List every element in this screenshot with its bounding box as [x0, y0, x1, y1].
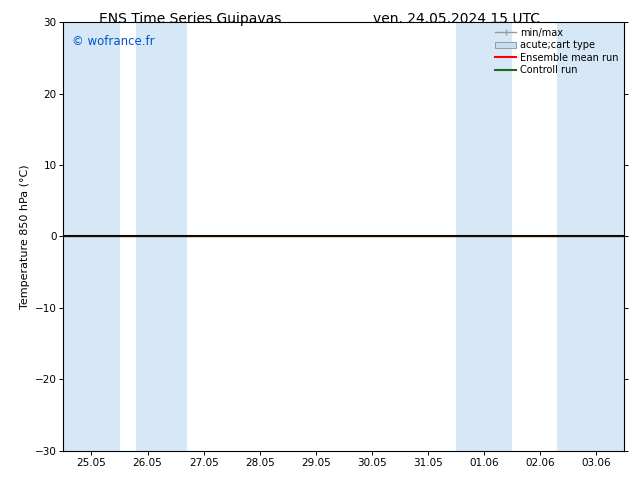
Bar — [136, 22, 187, 451]
Bar — [63, 22, 120, 451]
Bar — [456, 22, 512, 451]
Bar — [557, 22, 624, 451]
Legend: min/max, acute;cart type, Ensemble mean run, Controll run: min/max, acute;cart type, Ensemble mean … — [492, 25, 621, 78]
Text: © wofrance.fr: © wofrance.fr — [72, 35, 155, 48]
Text: ENS Time Series Guipavas: ENS Time Series Guipavas — [99, 12, 281, 26]
Text: ven. 24.05.2024 15 UTC: ven. 24.05.2024 15 UTC — [373, 12, 540, 26]
Y-axis label: Temperature 850 hPa (°C): Temperature 850 hPa (°C) — [20, 164, 30, 309]
